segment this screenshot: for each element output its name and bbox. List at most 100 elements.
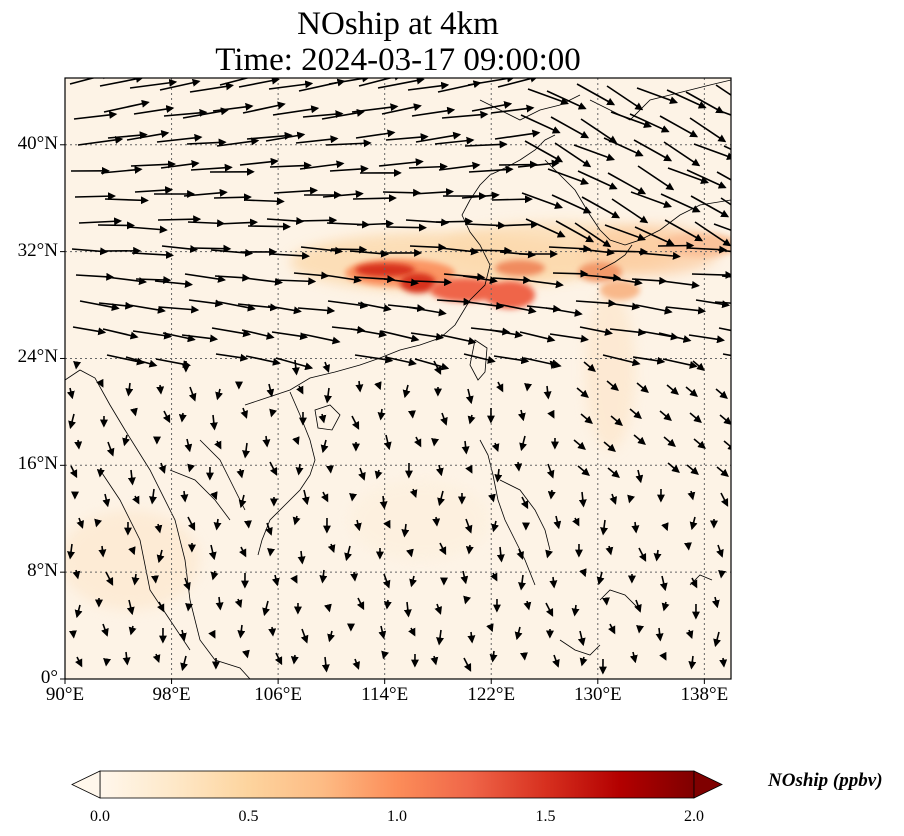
wind-arrow <box>550 116 590 139</box>
wind-arrow <box>135 275 172 284</box>
wind-arrow <box>188 299 224 308</box>
wind-arrow <box>296 385 304 395</box>
wind-arrow <box>319 569 328 584</box>
wind-arrow <box>300 246 344 255</box>
wind-arrow <box>74 439 83 450</box>
wind-arrow <box>209 414 218 431</box>
wind-arrow <box>156 133 203 143</box>
wind-arrow <box>495 220 539 229</box>
wind-arrow <box>271 331 309 341</box>
wind-arrow <box>75 656 83 668</box>
colorbar-body <box>99 770 695 799</box>
wind-arrow <box>602 354 641 367</box>
wind-arrow <box>129 78 178 89</box>
wind-arrow <box>406 548 414 558</box>
wind-arrow <box>237 303 279 312</box>
wind-arrow <box>638 547 647 562</box>
colorbar-tick-label: 2.0 <box>684 808 704 825</box>
wind-arrow <box>269 461 278 476</box>
wind-arrow <box>578 248 615 257</box>
wind-arrow <box>131 250 174 259</box>
wind-arrow <box>240 407 248 419</box>
wind-arrow <box>243 520 252 529</box>
wind-arrow <box>439 247 479 256</box>
wind-arrow <box>552 654 560 668</box>
wind-arrow <box>106 354 145 366</box>
wind-arrow <box>297 306 336 315</box>
wind-arrow <box>208 629 216 639</box>
wind-arrow <box>358 78 403 87</box>
wind-arrow <box>667 462 680 474</box>
wind-arrow <box>267 305 302 315</box>
wind-arrow <box>685 629 694 640</box>
wind-arrow <box>356 597 365 611</box>
wind-arrow <box>244 277 283 286</box>
wind-arrow <box>69 465 78 479</box>
wind-arrow <box>520 114 561 134</box>
wind-arrow <box>462 275 498 285</box>
wind-arrow <box>239 157 279 166</box>
map-title: NOship at 4km <box>297 6 499 42</box>
x-tick-label: 130°E <box>573 684 622 705</box>
wind-arrow <box>609 328 647 337</box>
wind-arrow <box>551 194 592 214</box>
wind-arrow <box>667 167 710 184</box>
wind-arrow <box>380 330 420 343</box>
wind-arrow <box>601 597 610 606</box>
wind-arrow <box>351 103 399 113</box>
map-frame <box>64 77 732 680</box>
wind-arrow <box>133 105 175 115</box>
wind-arrow <box>636 87 679 104</box>
wind-arrow <box>318 413 327 424</box>
wind-arrow <box>265 522 273 536</box>
wind-arrow <box>156 549 165 564</box>
colorbar-tick-label: 0.5 <box>238 808 259 825</box>
wind-arrow <box>711 596 720 609</box>
wind-arrow <box>178 629 187 642</box>
wind-arrow <box>107 131 148 140</box>
wind-arrow <box>76 517 84 529</box>
wind-arrow <box>268 626 277 637</box>
wind-arrow <box>685 386 698 398</box>
wind-arrow <box>386 223 427 232</box>
wind-arrow <box>77 135 124 146</box>
wind-arrow <box>467 631 476 644</box>
colorbar-tick-label: 1.5 <box>535 808 556 825</box>
wind-arrow <box>156 384 165 395</box>
wind-arrow <box>435 217 474 226</box>
wind-arrow <box>74 192 116 201</box>
wind-arrow <box>325 465 334 474</box>
wind-arrow <box>720 197 731 206</box>
wind-arrow <box>262 435 271 448</box>
wind-arrow <box>723 440 731 452</box>
wind-arrow <box>262 600 270 617</box>
wind-arrow <box>302 110 344 119</box>
wind-arrow <box>73 361 82 370</box>
wind-arrow <box>296 216 338 225</box>
wind-arrow <box>717 249 731 253</box>
wind-arrow <box>161 245 199 253</box>
wind-arrow <box>180 655 188 672</box>
wind-arrow <box>691 271 731 280</box>
wind-arrow <box>693 438 706 450</box>
wind-arrow <box>403 601 412 618</box>
wind-arrow <box>351 415 360 430</box>
wind-arrow <box>125 382 134 397</box>
wind-arrow <box>242 649 250 659</box>
wind-arrow <box>272 105 320 116</box>
wind-arrow <box>216 137 260 147</box>
wind-arrow <box>408 162 448 171</box>
wind-arrow <box>98 545 107 558</box>
wind-arrow <box>238 78 280 88</box>
wind-arrow <box>381 650 389 660</box>
wind-arrow <box>687 490 696 501</box>
wind-arrow <box>238 494 247 509</box>
wind-arrow <box>163 108 208 117</box>
wind-arrow <box>293 271 330 280</box>
wind-arrow <box>242 101 286 114</box>
wind-arrow <box>525 218 566 238</box>
wind-arrow <box>693 143 731 160</box>
wind-arrow <box>73 110 118 120</box>
wind-arrow <box>150 575 159 584</box>
wind-arrow <box>100 165 143 174</box>
